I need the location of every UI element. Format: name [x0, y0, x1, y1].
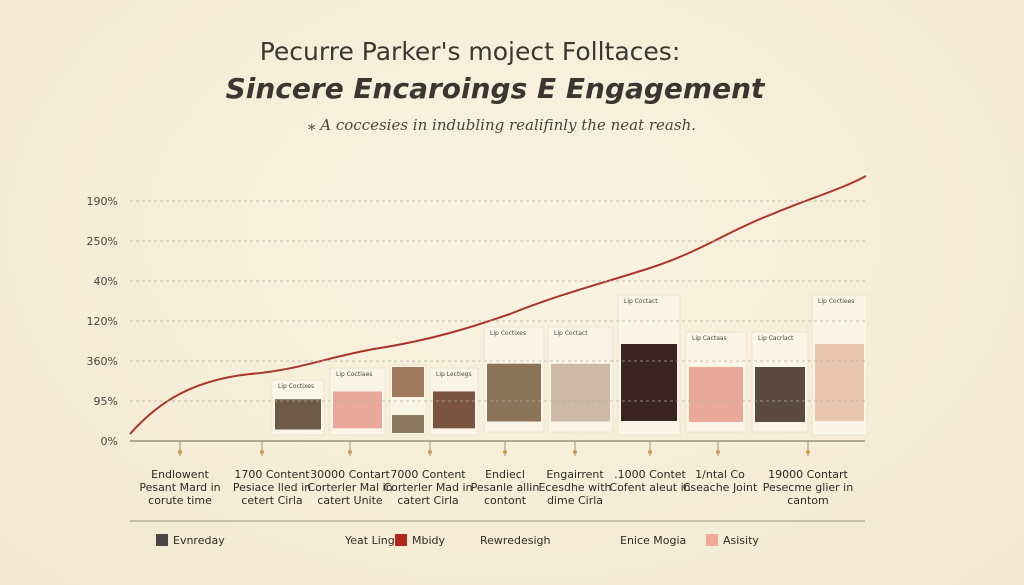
y-axis-label: 190%	[87, 195, 118, 208]
milestone-label: 19000 Contart	[768, 468, 848, 481]
card-photo	[433, 391, 475, 429]
milestone-label: Cofent aleut in	[609, 481, 690, 494]
y-axis-label: 40%	[94, 275, 118, 288]
y-axis-label: 95%	[94, 395, 118, 408]
card-photo	[487, 363, 541, 422]
milestone-label: Cseache Joint	[683, 481, 758, 494]
cards: Lip Coctixes Lip Coctiaes Lip Lectiegs Lip …	[271, 294, 868, 436]
milestone-label: cetert Cirla	[241, 494, 302, 507]
milestone-label: Pesant Mard in	[139, 481, 220, 494]
legend-swatch	[395, 534, 407, 546]
growth-curve	[129, 175, 867, 435]
card-photo	[392, 367, 424, 397]
legend-label: Mbidy	[412, 534, 446, 547]
milestone-label: 1700 Content	[234, 468, 310, 481]
legend-label: Enice Mogia	[620, 534, 686, 547]
milestone-label: 7000 Content	[390, 468, 466, 481]
milestone-label: Engairrent	[546, 468, 604, 481]
card-photo	[815, 344, 864, 421]
milestone-dot	[503, 450, 507, 454]
milestone-label: Ecesdhe with	[538, 481, 611, 494]
y-axis-label: 120%	[87, 315, 118, 328]
card-title: Lip Lectiegs	[436, 371, 472, 378]
card-title: Lip Coctact	[554, 330, 588, 337]
card-photo	[333, 391, 382, 429]
legend-swatch	[706, 534, 718, 546]
milestone-label: Pesiace lled in	[233, 481, 311, 494]
card-photo	[551, 363, 610, 422]
milestone-label: Endlowent	[151, 468, 209, 481]
card-title: Lip Coctiaes	[336, 371, 372, 378]
milestone-label: contont	[484, 494, 527, 507]
card-title: Lip Coctixes	[278, 383, 314, 390]
milestone-label: 30000 Contart	[310, 468, 390, 481]
legend-label: Rewredesigh	[480, 534, 550, 547]
milestone-dot	[716, 450, 720, 454]
y-axis-label: 0%	[101, 435, 118, 448]
card-photo	[275, 399, 321, 430]
milestone-dot	[348, 450, 352, 454]
card-photo	[621, 344, 677, 421]
card-title: Lip Coctact	[624, 298, 658, 305]
milestone-label: Pesanle allin	[471, 481, 540, 494]
milestone-label: catert Cirla	[397, 494, 458, 507]
milestone-dot	[648, 450, 652, 454]
card-photo	[689, 367, 743, 422]
card-title: Lip Coctixes	[490, 330, 526, 337]
subtitle: Sincere Encaroings E Engagement	[226, 72, 766, 105]
milestone-dot	[806, 450, 810, 454]
card-photo	[755, 367, 805, 422]
milestone-label: Endiecl	[485, 468, 525, 481]
milestone-label: cantom	[787, 494, 829, 507]
tagline: ⁎ A coccesies in indubling realifinly th…	[308, 116, 696, 134]
legend-swatch	[156, 534, 168, 546]
title: Pecurre Parker's moject Folltaces:	[260, 37, 681, 66]
y-axis-label: 360%	[87, 355, 118, 368]
legend-label: Evnreday	[173, 534, 225, 547]
milestone-label: Pesecme glier in	[763, 481, 853, 494]
milestone-dot	[178, 450, 182, 454]
milestone-label: 1/ntal Co	[695, 468, 745, 481]
card-title: Lip Cacrlact	[758, 335, 794, 342]
card-photo	[392, 415, 424, 433]
milestone-label: catert Unite	[317, 494, 383, 507]
milestone-label: corute time	[148, 494, 212, 507]
legend-label: Asisity	[723, 534, 759, 547]
card-title: Lip Coctiees	[818, 298, 854, 305]
milestone-label: Corterler Mal in	[307, 481, 392, 494]
milestone-dot	[573, 450, 577, 454]
y-axis-label: 250%	[87, 235, 118, 248]
milestone-label: Corterler Mad in	[383, 481, 472, 494]
milestone-dot	[428, 450, 432, 454]
milestone-label: dime Cirla	[547, 494, 603, 507]
milestone-dot	[260, 450, 264, 454]
legend-label: Yeat Lingis	[344, 534, 404, 547]
milestone-label: .1000 Contet	[614, 468, 686, 481]
card-title: Lip Cactaas	[692, 335, 727, 342]
